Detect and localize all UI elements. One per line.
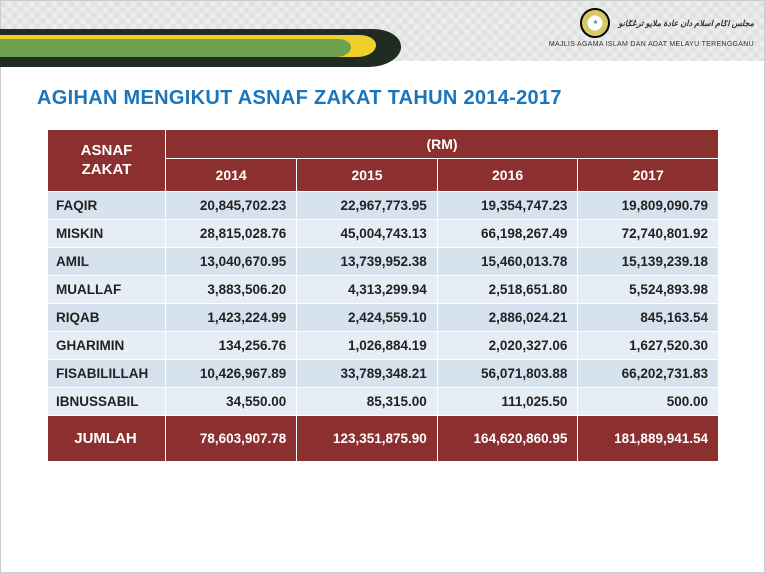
value-cell: 34,550.00 [166, 388, 297, 416]
value-cell: 66,202,731.83 [578, 360, 719, 388]
total-2015: 123,351,875.90 [297, 416, 438, 462]
value-cell: 4,313,299.94 [297, 276, 438, 304]
value-cell: 1,627,520.30 [578, 332, 719, 360]
slide-header: ★ مجلس اݢام اسلام دان عادة ملايو ترڠݢانو… [1, 1, 764, 61]
table-row: AMIL13,040,670.9513,739,952.3815,460,013… [48, 248, 719, 276]
value-cell: 1,423,224.99 [166, 304, 297, 332]
table-row: RIQAB1,423,224.992,424,559.102,886,024.2… [48, 304, 719, 332]
value-cell: 19,809,090.79 [578, 192, 719, 220]
table-row: FISABILILLAH10,426,967.8933,789,348.2156… [48, 360, 719, 388]
table-row: IBNUSSABIL34,550.0085,315.00111,025.5050… [48, 388, 719, 416]
table-row: MISKIN28,815,028.7645,004,743.1366,198,2… [48, 220, 719, 248]
value-cell: 2,518,651.80 [437, 276, 578, 304]
category-cell: FISABILILLAH [48, 360, 166, 388]
table-body: FAQIR20,845,702.2322,967,773.9519,354,74… [48, 192, 719, 416]
value-cell: 2,424,559.10 [297, 304, 438, 332]
value-cell: 19,354,747.23 [437, 192, 578, 220]
category-cell: RIQAB [48, 304, 166, 332]
value-cell: 72,740,801.92 [578, 220, 719, 248]
page-title: AGIHAN MENGIKUT ASNAF ZAKAT TAHUN 2014-2… [37, 87, 562, 110]
value-cell: 13,040,670.95 [166, 248, 297, 276]
value-cell: 28,815,028.76 [166, 220, 297, 248]
table-row: FAQIR20,845,702.2322,967,773.9519,354,74… [48, 192, 719, 220]
value-cell: 22,967,773.95 [297, 192, 438, 220]
logo-strip: ★ مجلس اݢام اسلام دان عادة ملايو ترڠݢانو [580, 7, 754, 39]
category-cell: AMIL [48, 248, 166, 276]
value-cell: 3,883,506.20 [166, 276, 297, 304]
year-2016: 2016 [437, 159, 578, 192]
value-cell: 85,315.00 [297, 388, 438, 416]
zakat-table-container: ASNAF ZAKAT (RM) 2014 2015 2016 2017 FAQ… [47, 129, 719, 462]
group-header-rm: (RM) [166, 130, 719, 159]
total-2016: 164,620,860.95 [437, 416, 578, 462]
value-cell: 20,845,702.23 [166, 192, 297, 220]
year-2014: 2014 [166, 159, 297, 192]
table-row: MUALLAF3,883,506.204,313,299.942,518,651… [48, 276, 719, 304]
corner-header: ASNAF ZAKAT [48, 130, 166, 192]
value-cell: 45,004,743.13 [297, 220, 438, 248]
table-row: GHARIMIN134,256.761,026,884.192,020,327.… [48, 332, 719, 360]
year-2015: 2015 [297, 159, 438, 192]
value-cell: 2,020,327.06 [437, 332, 578, 360]
value-cell: 111,025.50 [437, 388, 578, 416]
org-name: MAJLIS AGAMA ISLAM DAN ADAT MELAYU TEREN… [549, 41, 754, 48]
total-row: JUMLAH 78,603,907.78 123,351,875.90 164,… [48, 416, 719, 462]
category-cell: FAQIR [48, 192, 166, 220]
logo-icon: ★ [580, 8, 610, 38]
jawi-title: مجلس اݢام اسلام دان عادة ملايو ترڠݢانو [618, 19, 754, 28]
value-cell: 500.00 [578, 388, 719, 416]
year-2017: 2017 [578, 159, 719, 192]
value-cell: 10,426,967.89 [166, 360, 297, 388]
category-cell: MUALLAF [48, 276, 166, 304]
value-cell: 66,198,267.49 [437, 220, 578, 248]
total-2017: 181,889,941.54 [578, 416, 719, 462]
value-cell: 13,739,952.38 [297, 248, 438, 276]
wave-green [0, 39, 352, 57]
total-2014: 78,603,907.78 [166, 416, 297, 462]
value-cell: 33,789,348.21 [297, 360, 438, 388]
value-cell: 845,163.54 [578, 304, 719, 332]
value-cell: 15,460,013.78 [437, 248, 578, 276]
category-cell: GHARIMIN [48, 332, 166, 360]
value-cell: 1,026,884.19 [297, 332, 438, 360]
total-label: JUMLAH [48, 416, 166, 462]
value-cell: 2,886,024.21 [437, 304, 578, 332]
value-cell: 15,139,239.18 [578, 248, 719, 276]
value-cell: 134,256.76 [166, 332, 297, 360]
value-cell: 5,524,893.98 [578, 276, 719, 304]
zakat-table: ASNAF ZAKAT (RM) 2014 2015 2016 2017 FAQ… [47, 129, 719, 462]
value-cell: 56,071,803.88 [437, 360, 578, 388]
category-cell: MISKIN [48, 220, 166, 248]
category-cell: IBNUSSABIL [48, 388, 166, 416]
